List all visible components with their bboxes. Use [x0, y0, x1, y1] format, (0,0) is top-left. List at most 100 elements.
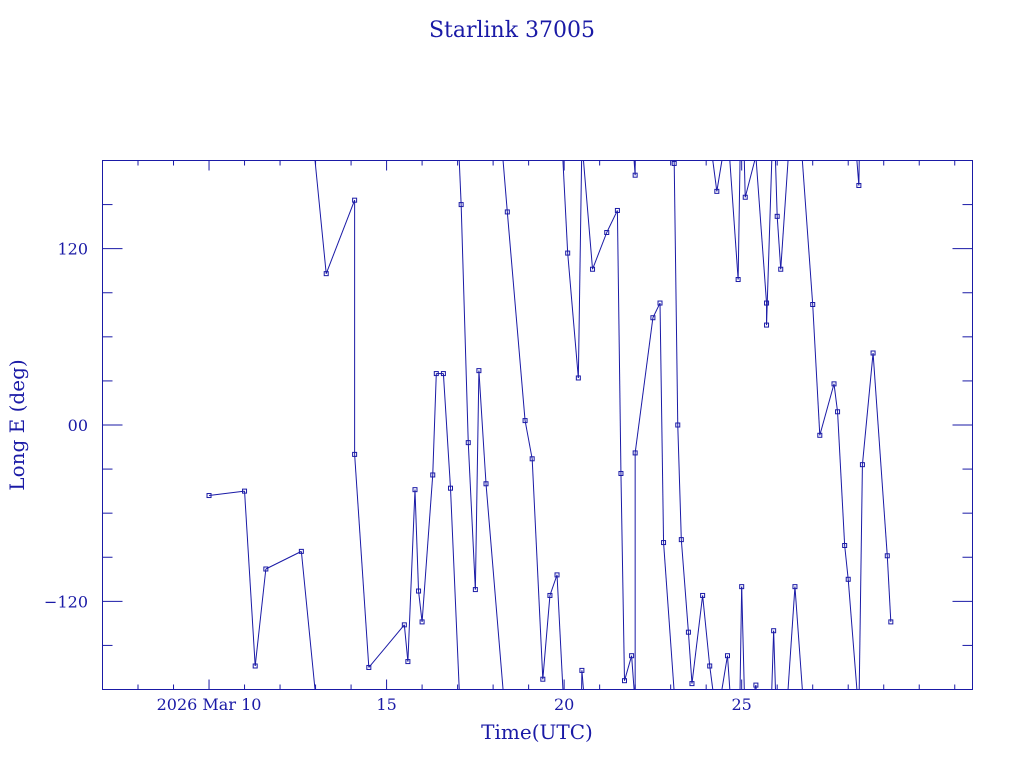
track-segment: [687, 632, 693, 684]
track-segment: [458, 160, 462, 205]
data-point: [448, 485, 453, 491]
data-point: [675, 422, 681, 428]
data-point: [884, 553, 890, 559]
x-tick-label: 25: [732, 695, 752, 714]
data-point: [242, 488, 248, 494]
data-point: [622, 678, 627, 684]
data-point: [700, 592, 706, 598]
track-segment: [556, 574, 564, 690]
data-point: [263, 566, 269, 572]
track-segment: [673, 163, 679, 426]
track-segment: [833, 383, 839, 412]
track-segment: [861, 352, 874, 465]
y-tick-labels: 120 00 −120: [44, 240, 88, 612]
data-point: [632, 450, 638, 456]
data-point: [604, 230, 610, 236]
data-point: [352, 451, 358, 457]
track-segment: [634, 317, 654, 453]
data-point: [859, 462, 865, 468]
track-segment: [478, 370, 487, 484]
track-segment: [325, 199, 356, 274]
data-point: [671, 160, 677, 166]
track-segment: [726, 655, 731, 690]
data-point: [405, 659, 411, 665]
track-segment: [414, 489, 420, 592]
data-point: [504, 209, 510, 215]
track-segment: [432, 373, 437, 475]
x-axis-label: Time(UTC): [481, 720, 593, 744]
track-segment: [819, 383, 835, 436]
track-segment: [549, 574, 558, 596]
data-point: [629, 653, 635, 659]
data-point: [433, 371, 439, 377]
track-segment: [766, 160, 773, 326]
track-segment: [474, 370, 480, 590]
track-segment: [421, 474, 434, 622]
track-segment: [531, 458, 544, 680]
x-tick-label: 15: [376, 695, 396, 714]
track-segment: [716, 160, 723, 192]
data-point: [547, 592, 553, 598]
x-tick-label: 20: [554, 695, 574, 714]
track-segment: [442, 373, 451, 489]
plot-area: [206, 160, 894, 690]
data-point: [412, 487, 418, 493]
data-point: [831, 381, 837, 387]
track-segment: [744, 160, 756, 198]
track-segment: [368, 624, 405, 668]
track-segment: [847, 579, 858, 690]
track-segment: [774, 160, 778, 217]
data-point: [575, 375, 581, 381]
data-point: [842, 542, 848, 548]
track-segment: [354, 454, 370, 668]
y-tick-label: 120: [57, 240, 88, 259]
data-point: [298, 548, 304, 554]
data-point: [835, 409, 841, 415]
data-point: [845, 576, 851, 582]
data-point: [888, 619, 894, 625]
track-segment: [755, 160, 768, 304]
data-point: [810, 302, 816, 308]
track-segment: [886, 555, 892, 622]
data-point: [678, 537, 684, 543]
data-point: [554, 572, 560, 578]
track-segment: [663, 542, 675, 690]
data-point: [401, 622, 407, 628]
y-axis-label: Long E (deg): [5, 359, 29, 490]
track-segment: [542, 595, 551, 680]
data-point: [764, 322, 770, 328]
data-point: [661, 540, 667, 546]
track-segment: [837, 411, 846, 546]
track-segment: [624, 655, 633, 681]
data-point: [707, 663, 713, 669]
y-tick-label: −120: [44, 592, 88, 611]
data-point: [440, 371, 446, 377]
data-point: [657, 300, 663, 306]
track-segment: [265, 550, 302, 570]
data-point: [476, 368, 482, 374]
data-point: [522, 418, 528, 424]
track-segment: [771, 630, 775, 690]
data-point: [590, 266, 596, 272]
data-point: [817, 432, 823, 438]
track-segment: [244, 491, 256, 667]
x-tick-label: 2026 Mar 10: [157, 695, 262, 714]
track-segment: [773, 630, 776, 690]
track-segment: [577, 160, 583, 378]
y-tick-label: 00: [68, 416, 88, 435]
data-point: [778, 266, 784, 272]
track-segment: [680, 539, 689, 633]
track-segment: [858, 464, 863, 690]
track-segment: [300, 551, 316, 690]
track-segment: [254, 568, 267, 667]
data-point: [735, 277, 741, 283]
data-point: [565, 250, 571, 256]
data-point: [689, 681, 695, 687]
track-segment: [741, 586, 745, 690]
data-point: [206, 493, 212, 499]
x-tick-labels: 2026 Mar 10 15 20 25: [157, 695, 752, 714]
data-point: [774, 213, 780, 219]
data-point: [724, 653, 730, 659]
track-segment: [407, 489, 416, 662]
tick-marks: [102, 160, 973, 690]
